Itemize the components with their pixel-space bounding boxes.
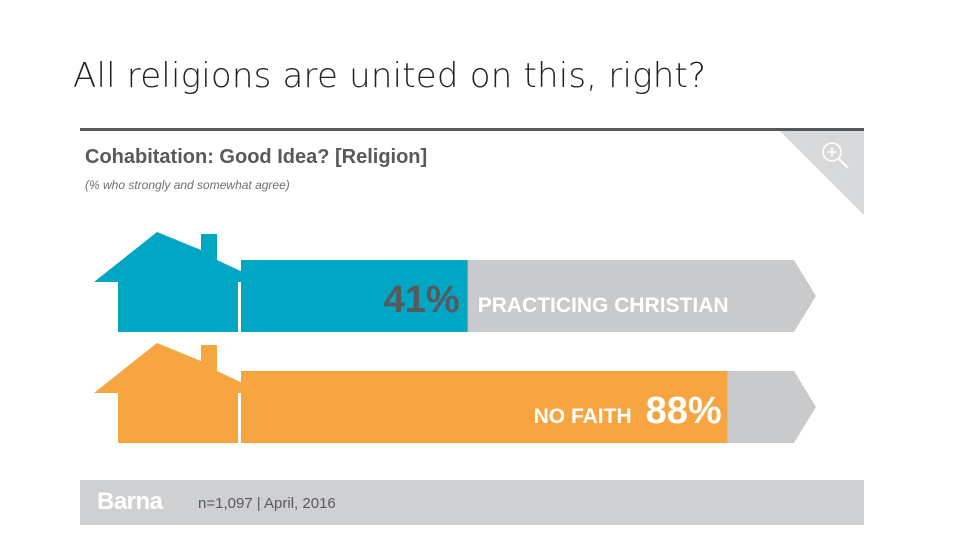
zoom-in-icon[interactable]: [822, 142, 849, 169]
slide-title: All religions are united on this, right?: [73, 56, 707, 96]
infographic: 41% PRACTICING CHRISTIAN 88% NO FAITH Cohab…: [80, 128, 864, 525]
zoom-corner: [780, 131, 864, 215]
value-label: 41%: [384, 279, 460, 321]
footer: Barna n=1,097 | April, 2016: [80, 480, 864, 525]
bar-remainder: [727, 371, 816, 443]
bar-value: [241, 260, 468, 332]
house-separator: [238, 393, 241, 443]
chart-subtitle: (% who strongly and somewhat agree): [85, 178, 290, 192]
bar-remainder: [467, 260, 816, 332]
sample-info: n=1,097 | April, 2016: [198, 495, 336, 512]
category-label: NO FAITH: [534, 405, 632, 428]
house-icon: [94, 343, 264, 443]
bar-value: [241, 371, 728, 443]
brand-logo: Barna: [97, 488, 163, 515]
chart-canvas: 41% PRACTICING CHRISTIAN 88% NO FAITH: [94, 131, 864, 443]
top-rule: [80, 128, 864, 131]
category-label: PRACTICING CHRISTIAN: [478, 294, 729, 317]
value-label: 88%: [646, 390, 722, 432]
chart-title: Cohabitation: Good Idea? [Religion]: [85, 146, 428, 168]
bar-row: 41% PRACTICING CHRISTIAN: [94, 232, 816, 332]
house-icon: [94, 232, 264, 332]
house-separator: [238, 282, 241, 332]
bar-row: 88% NO FAITH: [94, 343, 816, 443]
